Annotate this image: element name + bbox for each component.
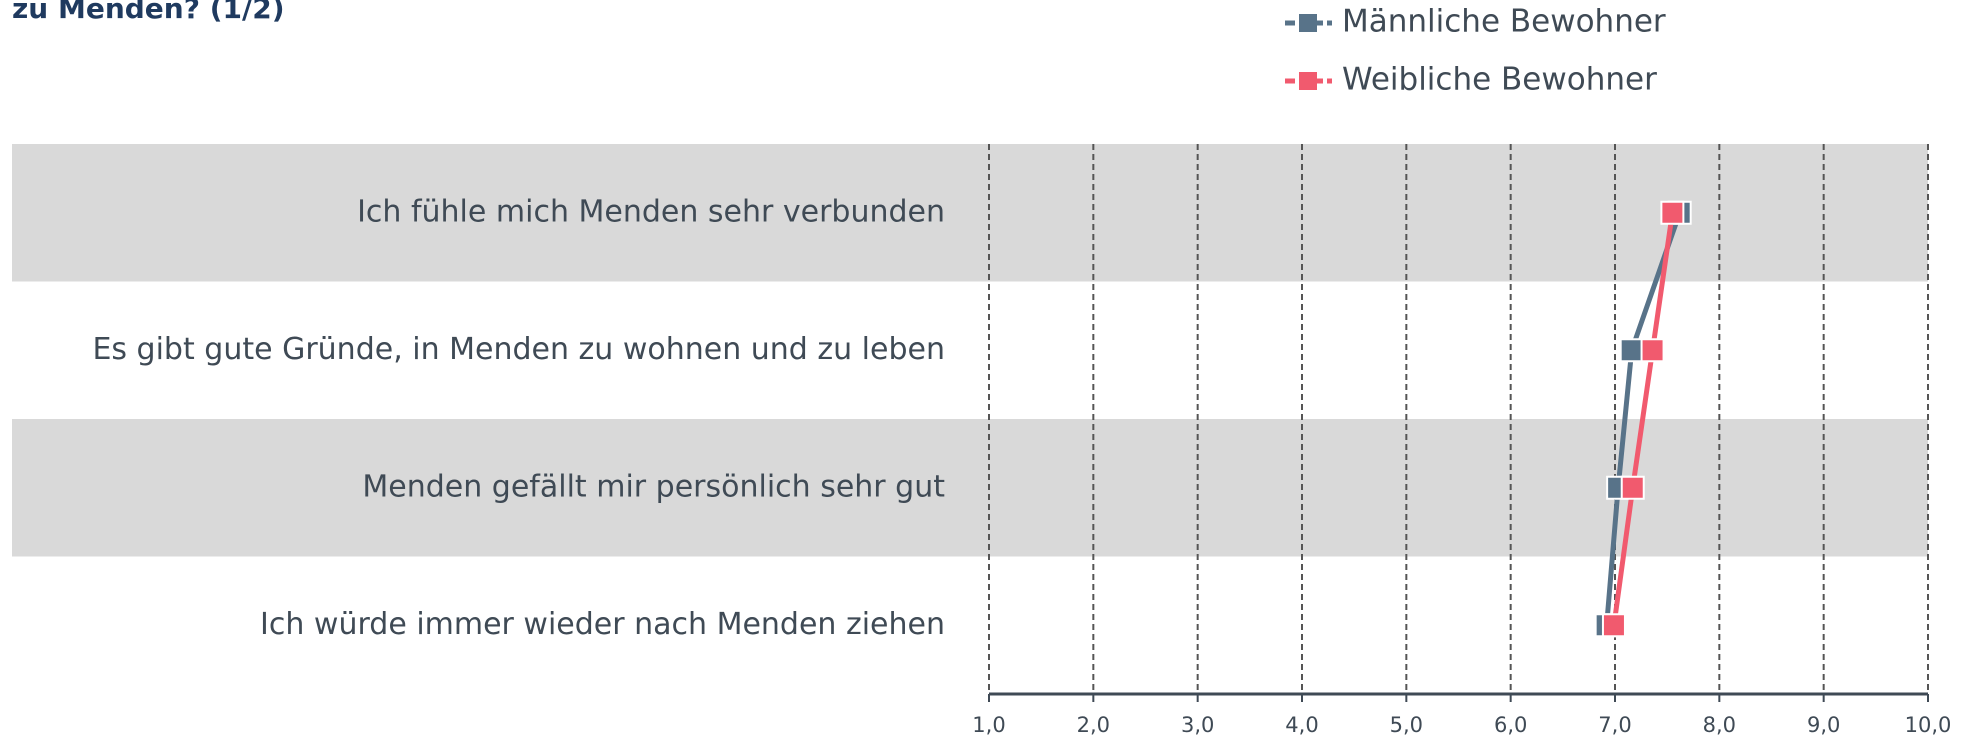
category-label: Es gibt gute Gründe, in Menden zu wohnen…: [92, 332, 945, 367]
x-tick-label: 7,0: [1598, 713, 1631, 737]
series-line: [1604, 211, 1683, 626]
category-label: Ich würde immer wieder nach Menden ziehe…: [260, 607, 945, 642]
x-tick-label: 4,0: [1285, 713, 1318, 737]
category-label: Ich fühle mich Menden sehr verbunden: [357, 194, 945, 229]
x-tick-label: 10,0: [1905, 713, 1952, 737]
x-tick-label: 6,0: [1494, 713, 1527, 737]
legend-label: Weibliche Bewohner: [1342, 62, 1657, 98]
category-label: Menden gefällt mir persönlich sehr gut: [362, 469, 945, 504]
legend-label: Männliche Bewohner: [1342, 4, 1666, 40]
x-tick-label: 3,0: [1181, 713, 1214, 737]
x-tick-label: 2,0: [1077, 713, 1110, 737]
x-tick-label: 1,0: [972, 713, 1005, 737]
legend-marker: [1299, 14, 1317, 32]
series-marker: [1640, 338, 1665, 363]
x-tick-label: 9,0: [1807, 713, 1840, 737]
x-tick-label: 8,0: [1703, 713, 1736, 737]
row-band: [12, 144, 1928, 282]
series-marker: [1619, 338, 1644, 363]
chart-title: zu Menden? (1/2): [12, 0, 285, 25]
series-marker: [1601, 613, 1626, 638]
legend-marker: [1299, 72, 1317, 90]
x-tick-label: 5,0: [1390, 713, 1423, 737]
series-marker: [1620, 475, 1645, 500]
series-marker: [1660, 200, 1685, 225]
series-line: [1611, 212, 1675, 626]
